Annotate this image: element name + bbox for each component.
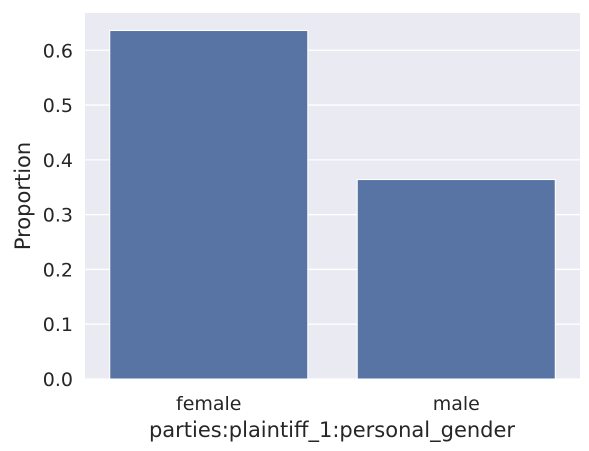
bars	[109, 30, 556, 380]
y-tick-label: 0.6	[43, 40, 73, 62]
bar-female	[109, 30, 309, 380]
x-axis-label: parties:plaintiff_1:personal_gender	[149, 418, 515, 443]
y-axis-ticks: 0.0 0.1 0.2 0.3 0.4 0.5 0.6	[43, 40, 73, 391]
x-tick-label: female	[176, 393, 242, 415]
y-tick-label: 0.2	[43, 259, 73, 281]
y-tick-label: 0.5	[43, 95, 73, 117]
y-tick-label: 0.3	[43, 205, 73, 227]
y-axis-label: Proportion	[11, 142, 35, 250]
y-tick-label: 0.0	[43, 369, 73, 391]
y-tick-label: 0.4	[43, 150, 73, 172]
bar-male	[356, 179, 556, 380]
y-tick-label: 0.1	[43, 314, 73, 336]
x-tick-label: male	[433, 393, 480, 415]
x-axis-ticks: female male	[176, 393, 480, 415]
